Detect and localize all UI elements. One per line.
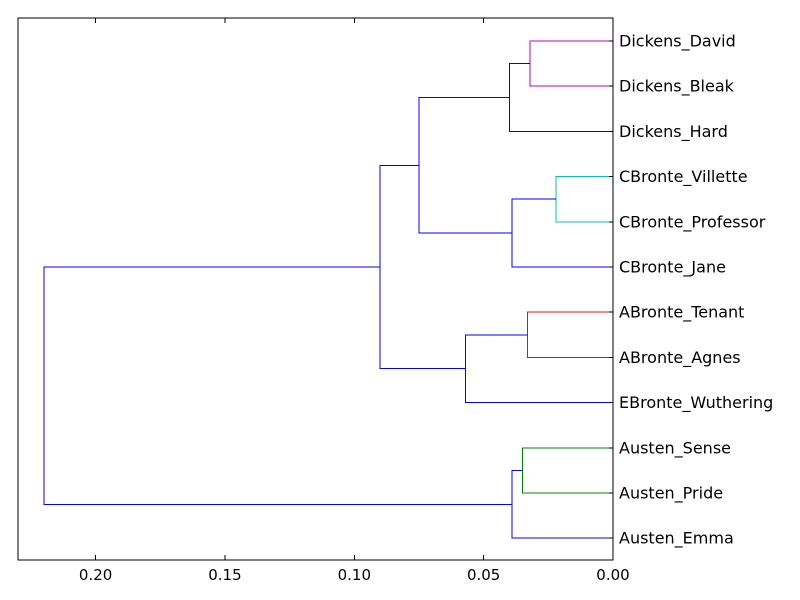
leaf-label: CBronte_Villette (619, 167, 748, 187)
dendrogram-link-5 (527, 311, 613, 358)
x-axis: 0.20 0.15 0.10 0.05 0.00 (79, 18, 630, 584)
leaf-labels: Dickens_David Dickens_Bleak Dickens_Hard CB… (609, 32, 773, 549)
leaf-label: Dickens_Hard (619, 122, 728, 142)
leaf-label: Austen_Pride (619, 484, 723, 504)
x-tick-label: 0.15 (208, 566, 241, 584)
x-tick-label: 0.00 (596, 566, 629, 584)
plot-frame (17, 17, 614, 561)
leaf-label: Austen_Sense (619, 438, 731, 458)
leaf-label: CBronte_Professor (619, 212, 766, 232)
dendrogram-link-0 (529, 40, 613, 87)
dendrogram-link-8 (521, 447, 613, 494)
dendrogram-link-4 (418, 97, 513, 234)
dendrogram-link-9 (511, 469, 613, 539)
leaf-label: Dickens_David (619, 32, 736, 52)
dendrogram-link-7 (379, 164, 466, 370)
dendrogram-link-1 (509, 63, 613, 132)
leaf-label: ABronte_Tenant (619, 303, 744, 323)
leaf-label: Austen_Emma (619, 529, 734, 549)
x-tick-label: 0.05 (467, 566, 500, 584)
leaf-label: ABronte_Agnes (619, 348, 741, 368)
leaf-label: CBronte_Jane (619, 258, 726, 278)
dendrogram-links (43, 40, 613, 539)
x-tick-label: 0.10 (338, 566, 371, 584)
x-tick-label: 0.20 (79, 566, 112, 584)
dendrogram-link-10 (43, 266, 513, 505)
dendrogram-link-3 (511, 198, 613, 268)
dendrogram-link-2 (555, 176, 613, 223)
leaf-label: EBronte_Wuthering (619, 393, 773, 413)
leaf-label: Dickens_Bleak (619, 77, 735, 97)
dendrogram-link-6 (465, 334, 613, 404)
